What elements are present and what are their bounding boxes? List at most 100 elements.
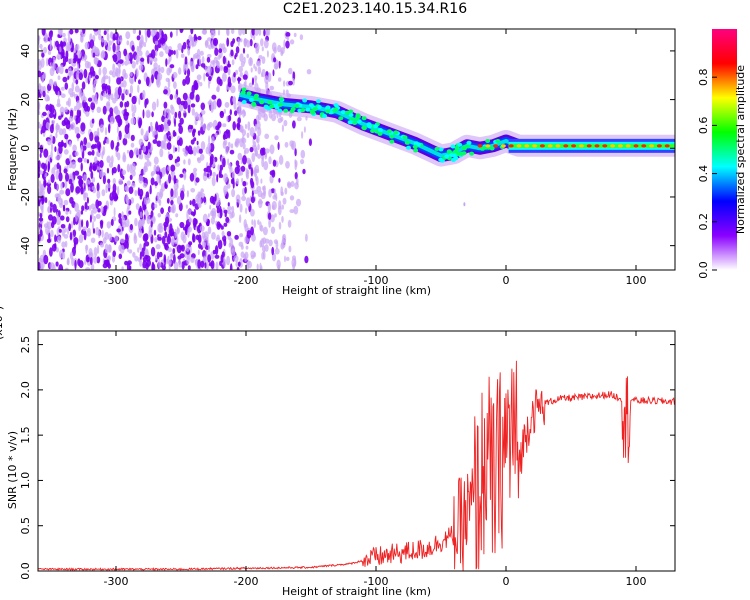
- noise-speck: [245, 197, 251, 208]
- noise-speck: [165, 58, 168, 67]
- noise-speck: [257, 112, 262, 121]
- noise-speck: [238, 105, 242, 115]
- noise-speck: [214, 47, 219, 57]
- noise-speck: [162, 43, 168, 51]
- noise-speck: [48, 78, 54, 87]
- noise-speck: [51, 61, 56, 72]
- noise-speck: [139, 41, 143, 50]
- noise-speck: [121, 266, 124, 270]
- noise-speck: [163, 101, 168, 109]
- noise-speck: [129, 93, 132, 98]
- carrier-peak: [539, 144, 545, 148]
- noise-speck: [302, 168, 306, 175]
- noise-speck: [59, 29, 63, 37]
- noise-speck: [38, 217, 44, 222]
- noise-speck: [257, 126, 262, 137]
- noise-speck: [171, 205, 175, 214]
- noise-speck: [186, 255, 190, 265]
- noise-speck: [282, 233, 287, 244]
- noise-speck: [223, 173, 229, 183]
- noise-speck: [172, 145, 176, 154]
- noise-speck: [68, 223, 72, 232]
- noise-speck: [172, 130, 176, 137]
- noise-speck: [219, 65, 224, 71]
- noise-speck: [208, 75, 212, 82]
- noise-speck: [78, 72, 84, 81]
- noise-speck: [78, 234, 84, 244]
- noise-speck: [41, 52, 45, 58]
- noise-speck: [180, 100, 186, 106]
- noise-speck: [145, 197, 151, 204]
- noise-speck: [163, 89, 168, 95]
- noise-speck: [234, 141, 238, 147]
- noise-speck: [49, 42, 52, 52]
- bottom-ytick-label: 0.0: [19, 562, 32, 580]
- ridge-blob: [438, 157, 444, 162]
- noise-speck: [237, 77, 242, 82]
- noise-speck: [204, 65, 208, 72]
- noise-speck: [86, 197, 89, 204]
- noise-speck: [65, 158, 71, 166]
- noise-speck: [267, 212, 272, 220]
- noise-speck: [78, 88, 83, 98]
- noise-speck: [38, 180, 42, 189]
- noise-speck: [104, 243, 109, 254]
- noise-speck: [269, 85, 275, 91]
- noise-speck: [44, 197, 48, 204]
- noise-speck: [227, 158, 230, 166]
- noise-speck: [82, 145, 87, 151]
- noise-speck: [175, 162, 181, 167]
- noise-speck: [46, 96, 51, 102]
- noise-speck: [75, 79, 79, 85]
- noise-speck: [112, 54, 118, 63]
- noise-speck: [39, 144, 43, 154]
- noise-speck: [200, 260, 205, 268]
- noise-speck: [245, 207, 248, 214]
- noise-speck: [65, 216, 70, 223]
- ridge-blob: [352, 121, 358, 125]
- noise-speck: [274, 248, 280, 255]
- noise-speck: [43, 178, 47, 188]
- noise-speck: [225, 145, 229, 155]
- noise-speck: [191, 65, 195, 71]
- noise-speck: [211, 232, 216, 240]
- noise-speck: [131, 170, 136, 177]
- noise-speck: [258, 55, 263, 60]
- noise-speck: [150, 49, 156, 59]
- noise-speck: [83, 68, 88, 79]
- noise-speck: [41, 195, 44, 206]
- noise-speck: [140, 57, 145, 62]
- noise-speck: [261, 157, 264, 168]
- ridge-blob: [451, 157, 456, 162]
- noise-speck: [51, 243, 57, 252]
- ridge-blob: [349, 116, 355, 121]
- noise-speck: [257, 200, 263, 205]
- ridge-blob: [316, 99, 321, 104]
- noise-speck: [266, 50, 269, 58]
- noise-speck: [104, 259, 110, 265]
- noise-speck: [61, 228, 65, 237]
- noise-speck: [63, 149, 69, 155]
- noise-speck: [285, 161, 290, 169]
- noise-speck: [139, 194, 143, 200]
- noise-speck: [58, 228, 62, 233]
- ridge-blob: [406, 145, 411, 150]
- noise-speck: [286, 36, 290, 41]
- noise-speck: [251, 29, 255, 36]
- noise-speck: [256, 185, 262, 192]
- noise-speck: [106, 32, 110, 42]
- carrier-peak: [563, 144, 569, 148]
- noise-speck: [202, 213, 208, 223]
- noise-speck: [64, 82, 69, 90]
- noise-speck: [182, 79, 187, 86]
- noise-speck: [132, 29, 137, 34]
- noise-speck: [110, 155, 114, 165]
- noise-speck: [50, 174, 55, 183]
- noise-speck: [226, 115, 229, 122]
- noise-speck: [289, 195, 295, 201]
- noise-speck: [306, 69, 312, 75]
- ridge-blob: [348, 112, 354, 117]
- noise-speck: [115, 150, 118, 158]
- noise-speck: [56, 162, 60, 170]
- noise-speck: [81, 81, 86, 90]
